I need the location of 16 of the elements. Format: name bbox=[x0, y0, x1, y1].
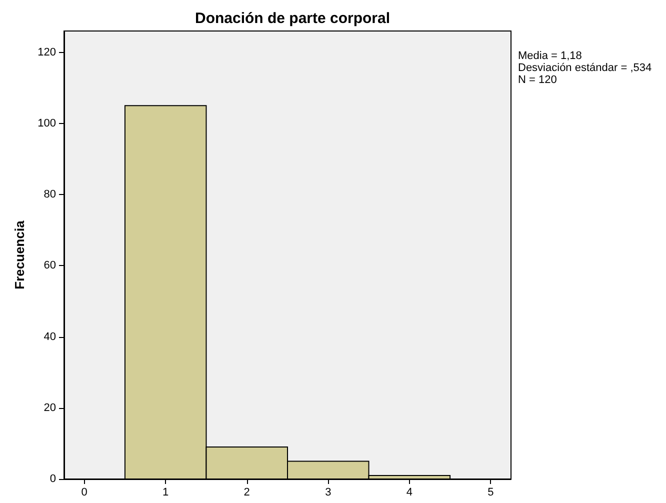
y-tick-label: 60 bbox=[44, 260, 56, 272]
x-tick-label: 2 bbox=[244, 486, 250, 498]
y-tick-label: 120 bbox=[38, 46, 56, 58]
x-tick-label: 4 bbox=[406, 486, 412, 498]
y-tick-label: 100 bbox=[38, 117, 56, 130]
y-tick-label: 80 bbox=[44, 188, 56, 201]
y-tick-label: 0 bbox=[50, 473, 56, 485]
y-axis-title: Frecuencia bbox=[12, 220, 27, 290]
x-tick-label: 5 bbox=[488, 486, 494, 498]
y-tick-label: 40 bbox=[44, 330, 56, 343]
y-tick-label: 20 bbox=[44, 402, 56, 414]
text: Media = 1,18 Desviación estándar = ,534 N = 120 bbox=[518, 50, 652, 86]
x-tick-label: 3 bbox=[325, 486, 332, 498]
x-tick-label: 0 bbox=[81, 486, 88, 498]
x-tick-label: 1 bbox=[162, 486, 169, 498]
chart-title: Donación de parte corporal bbox=[194, 10, 390, 27]
